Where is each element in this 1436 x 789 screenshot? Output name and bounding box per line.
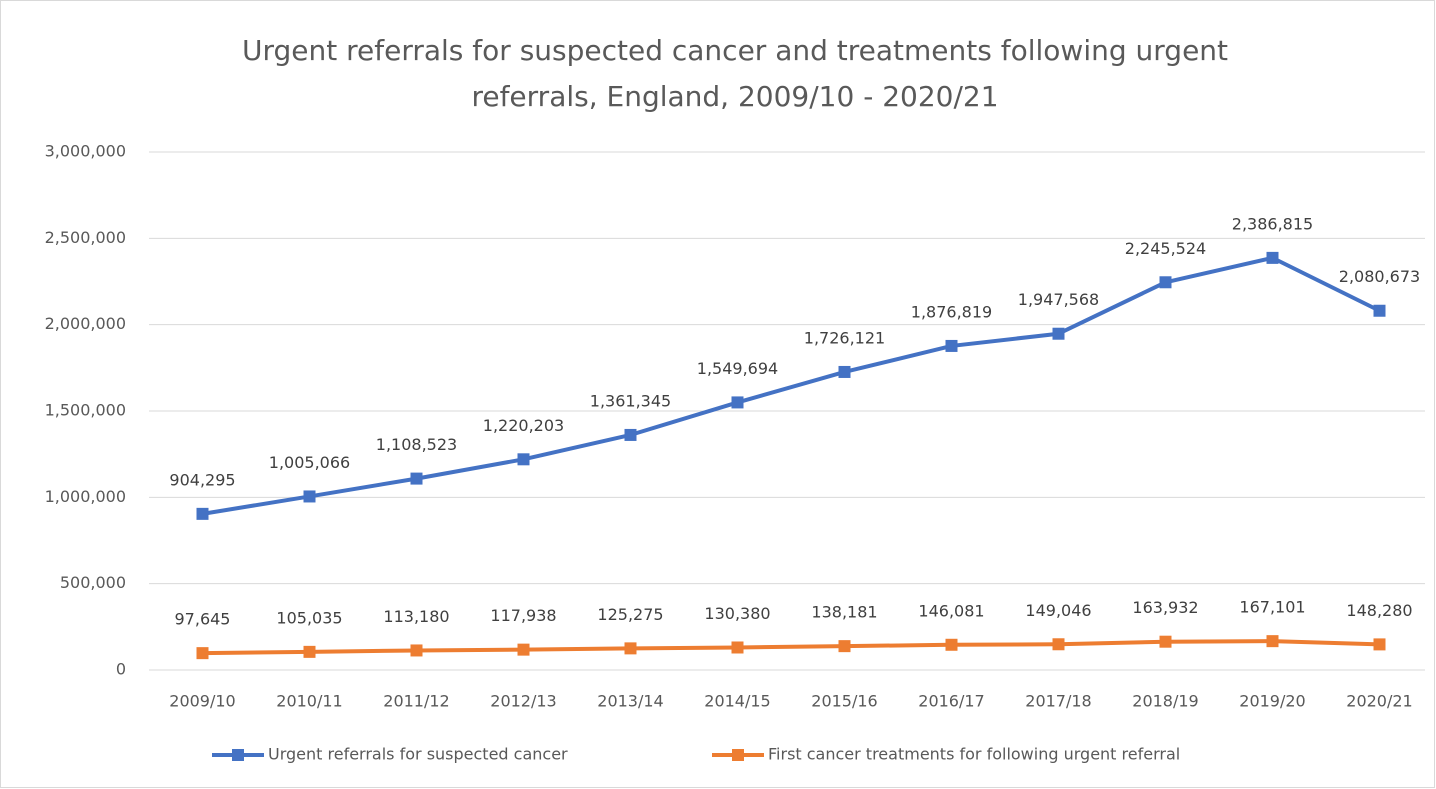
data-label: 1,005,066: [269, 453, 350, 472]
data-label: 1,876,819: [911, 302, 992, 321]
x-tick-label: 2017/18: [1025, 692, 1091, 711]
point-marker: [303, 490, 316, 503]
data-label: 904,295: [169, 470, 235, 489]
data-label: 117,938: [490, 606, 556, 625]
data-label: 1,726,121: [804, 328, 885, 347]
data-label: 2,245,524: [1125, 239, 1206, 258]
data-label: 113,180: [383, 607, 449, 626]
x-tick-label: 2011/12: [383, 692, 449, 711]
x-tick-label: 2015/16: [811, 692, 877, 711]
data-label: 149,046: [1025, 601, 1091, 620]
data-label: 1,947,568: [1018, 290, 1099, 309]
data-label: 97,645: [175, 610, 231, 629]
data-label: 146,081: [918, 601, 984, 620]
point-marker: [731, 641, 744, 654]
point-marker: [410, 644, 423, 657]
data-label: 163,932: [1132, 598, 1198, 617]
point-marker: [1266, 251, 1279, 264]
point-marker: [196, 507, 209, 520]
point-marker: [945, 638, 958, 651]
y-tick-label: 2,000,000: [45, 314, 126, 333]
series-line: [202, 255, 1381, 516]
x-tick-label: 2020/21: [1346, 692, 1412, 711]
chart-title: Urgent referrals for suspected cancer an…: [241, 34, 1229, 113]
data-label: 167,101: [1239, 598, 1305, 617]
data-label: 1,108,523: [376, 435, 457, 454]
point-marker: [196, 647, 209, 660]
point-marker: [1159, 635, 1172, 648]
point-marker: [1373, 304, 1386, 317]
data-label: 138,181: [811, 603, 877, 622]
x-tick-label: 2019/20: [1239, 692, 1305, 711]
x-tick-label: 2016/17: [918, 692, 984, 711]
point-marker: [945, 339, 958, 352]
data-label: 1,361,345: [590, 391, 671, 410]
y-tick-label: 0: [116, 660, 126, 679]
point-marker: [1266, 635, 1279, 648]
point-marker: [1373, 638, 1386, 651]
x-tick-label: 2013/14: [597, 692, 663, 711]
x-tick-label: 2012/13: [490, 692, 556, 711]
legend-label: First cancer treatments for following ur…: [768, 745, 1180, 764]
legend-label: Urgent referrals for suspected cancer: [268, 745, 568, 764]
legend-marker: [732, 749, 744, 761]
x-tick-label: 2009/10: [169, 692, 235, 711]
point-marker: [731, 396, 744, 409]
legend-marker: [232, 749, 244, 761]
y-tick-label: 3,000,000: [45, 142, 126, 161]
point-marker: [838, 365, 851, 378]
point-marker: [838, 640, 851, 653]
point-marker: [517, 643, 530, 656]
x-tick-label: 2014/15: [704, 692, 770, 711]
data-label: 130,380: [704, 604, 770, 623]
point-marker: [624, 428, 637, 441]
point-marker: [410, 472, 423, 485]
data-label: 1,549,694: [697, 359, 778, 378]
data-label: 125,275: [597, 605, 663, 624]
x-tick-label: 2010/11: [276, 692, 342, 711]
data-label: 2,080,673: [1339, 267, 1420, 286]
data-label: 2,386,815: [1232, 214, 1313, 233]
point-marker: [1052, 327, 1065, 340]
data-label: 1,220,203: [483, 416, 564, 435]
point-marker: [1159, 276, 1172, 289]
series-line: [202, 639, 1380, 656]
y-tick-label: 2,500,000: [45, 228, 126, 247]
data-label: 105,035: [276, 608, 342, 627]
point-marker: [517, 453, 530, 466]
y-tick-label: 1,500,000: [45, 401, 126, 420]
point-marker: [624, 642, 637, 655]
point-marker: [1052, 638, 1065, 651]
y-tick-label: 1,000,000: [45, 487, 126, 506]
y-tick-label: 500,000: [60, 573, 126, 592]
x-tick-label: 2018/19: [1132, 692, 1198, 711]
point-marker: [303, 645, 316, 658]
data-label: 148,280: [1346, 601, 1412, 620]
